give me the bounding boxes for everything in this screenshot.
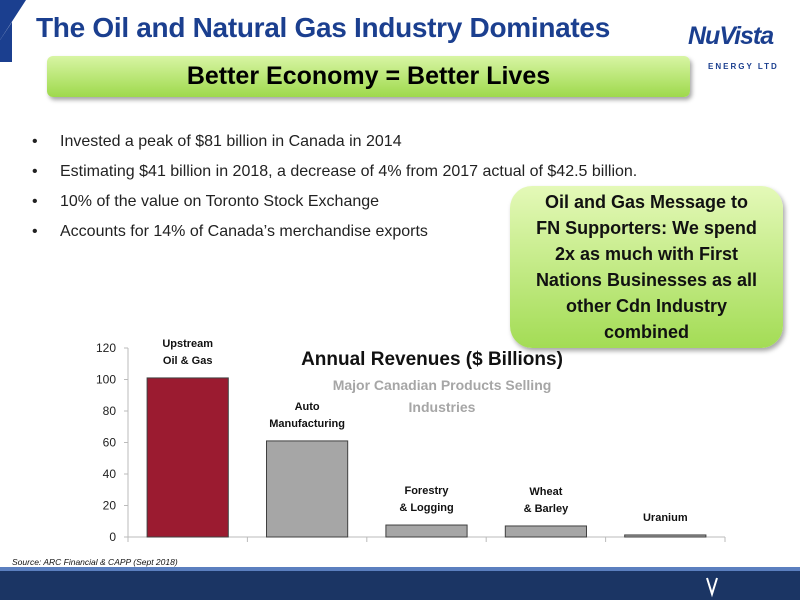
corner-decoration xyxy=(0,22,12,62)
corner-decoration xyxy=(0,0,26,40)
callout-line: Oil and Gas Message to xyxy=(544,192,749,212)
y-tick-label: 60 xyxy=(103,436,117,450)
callout-line: Nations Businesses as all xyxy=(535,270,758,290)
y-tick-label: 40 xyxy=(103,467,117,481)
bullet-list: Invested a peak of $81 billion in Canada… xyxy=(30,130,637,250)
source-note: Source: ARC Financial & CAPP (Sept 2018) xyxy=(12,557,178,567)
bar xyxy=(385,524,468,538)
banner: Better Economy = Better Lives xyxy=(47,56,690,97)
bar xyxy=(146,377,229,538)
y-tick-label: 0 xyxy=(109,530,116,544)
callout-line: 2x as much with First xyxy=(554,244,739,264)
bar xyxy=(266,440,349,538)
y-tick-label: 100 xyxy=(96,373,116,387)
y-tick-label: 80 xyxy=(103,404,117,418)
bar xyxy=(504,525,587,538)
footer-logo xyxy=(706,577,718,598)
bullet: Estimating $41 billion in 2018, a decrea… xyxy=(30,160,637,190)
bullet: 10% of the value on Toronto Stock Exchan… xyxy=(30,190,637,220)
x-tick-label: Upstream Oil & Gas xyxy=(162,337,214,367)
y-tick-label: 20 xyxy=(103,499,117,513)
bullet: Accounts for 14% of Canada’s merchandise… xyxy=(30,220,637,250)
x-tick-label: Auto Manufacturing xyxy=(269,400,345,430)
slide-title: The Oil and Natural Gas Industry Dominat… xyxy=(36,12,610,43)
chart-title: Annual Revenues ($ Billions) xyxy=(301,349,563,370)
footer-bar xyxy=(0,571,800,600)
y-tick-label: 120 xyxy=(96,341,116,355)
bullet: Invested a peak of $81 billion in Canada… xyxy=(30,130,637,160)
x-tick-label: Uranium xyxy=(642,511,688,524)
chart-subtitle: Major Canadian Products Selling Industri… xyxy=(332,377,552,415)
logo-subtitle: ENERGY LTD xyxy=(708,62,779,71)
bar xyxy=(624,534,707,538)
logo: NuVista xyxy=(688,22,774,50)
callout-line: FN Supporters: We spend xyxy=(536,218,757,238)
footer-line xyxy=(0,567,800,571)
callout-line: combined xyxy=(603,322,689,342)
x-tick-label: Forestry & Logging xyxy=(399,485,454,515)
callout: Oil and Gas Message to FN Supporters: We … xyxy=(510,186,783,348)
callout-line: other Cdn Industry xyxy=(566,296,727,316)
x-tick-label: Wheat & Barley xyxy=(523,485,569,515)
